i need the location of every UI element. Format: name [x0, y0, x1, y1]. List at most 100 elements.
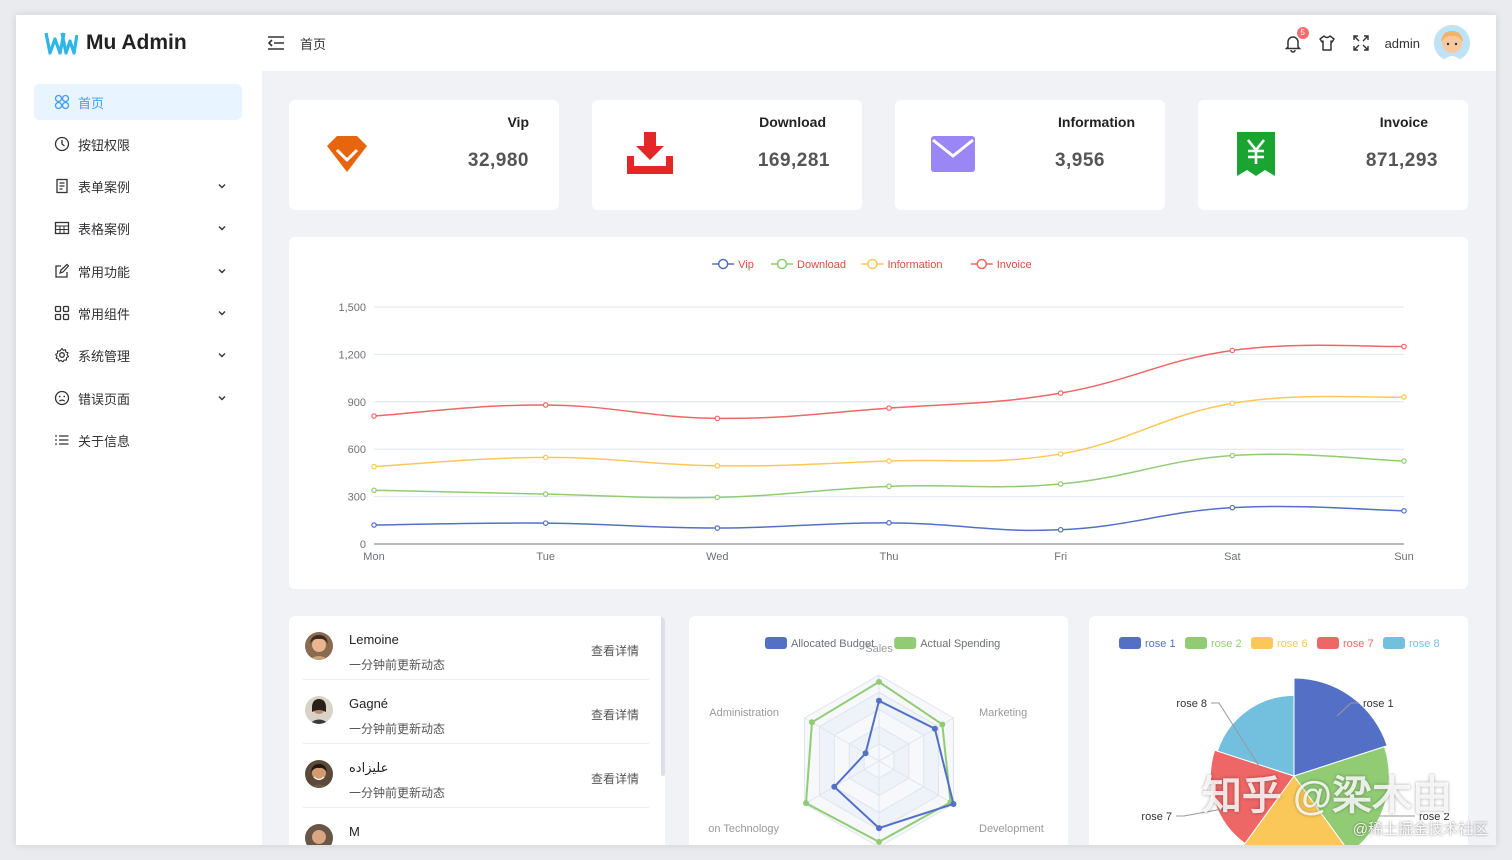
activity-list-card: Lemoine 一分钟前更新动态 查看详情 Gagné 一分钟前更新动态 查看详… — [289, 616, 665, 845]
slice-label: rose 1 — [1363, 698, 1394, 710]
legend-item: Allocated Budget — [765, 637, 874, 650]
view-details-link[interactable]: 查看详情 — [590, 772, 639, 786]
sidebar-item-error-pages[interactable]: 错误页面 — [34, 380, 242, 416]
gem-icon — [327, 136, 367, 172]
legend-label: Actual Spending — [920, 638, 1000, 650]
line-chart: 0 300 600 900 1,200 1,500 Mon Tue Wed Thu Fri Sat Su… — [338, 258, 1414, 563]
sidebar-item-about[interactable]: 关于信息 — [34, 422, 242, 458]
stat-value: 32,980 — [467, 150, 529, 171]
data-point — [714, 415, 721, 422]
x-tick-label: Fri — [1054, 551, 1067, 563]
legend-label: Invoice — [997, 259, 1032, 271]
header-actions: 5 admin — [1283, 15, 1470, 71]
radar-indicator-label: Sales — [865, 643, 893, 655]
menu-collapse-icon[interactable] — [266, 33, 286, 53]
y-tick-label: 600 — [348, 444, 366, 456]
chevron-down-icon — [218, 269, 226, 274]
legend-label: rose 8 — [1409, 638, 1440, 650]
view-details-link[interactable]: 查看详情 — [590, 644, 639, 658]
logo[interactable]: Mu Admin — [44, 29, 244, 57]
data-point — [714, 494, 721, 501]
username[interactable]: admin — [1384, 35, 1420, 51]
tshirt-icon[interactable] — [1317, 33, 1337, 53]
legend-marker — [717, 258, 729, 270]
y-tick-label: 900 — [348, 397, 366, 409]
slice-leader-line — [1176, 805, 1240, 817]
sidebar-item-form[interactable]: 表单案例 — [34, 168, 242, 204]
data-point — [1057, 526, 1064, 533]
list-item: Gagné 一分钟前更新动态 查看详情 — [303, 680, 649, 744]
line-chart-card: 0 300 600 900 1,200 1,500 Mon Tue Wed Thu Fri Sat Su… — [289, 237, 1468, 589]
y-tick-label: 1,200 — [338, 349, 366, 361]
legend-label: rose 6 — [1277, 638, 1308, 650]
radar-point — [950, 801, 957, 807]
stat-card-invoice[interactable]: Invoice 871,293 — [1198, 100, 1468, 210]
sidebar-item-label: 系统管理 — [78, 348, 131, 364]
radar-point — [876, 825, 882, 832]
top-header: Mu Admin 首页 5 admin — [16, 15, 1496, 71]
legend-label: Download — [797, 259, 846, 271]
radar-chart-card: Sales Marketing Development on Technology Ad… — [689, 616, 1068, 845]
list-item-subtitle: 一分钟前更新动态 — [349, 658, 446, 672]
stat-card-vip[interactable]: Vip 32,980 — [289, 100, 559, 210]
chevron-down-icon — [218, 226, 226, 231]
logo-icon — [44, 32, 78, 55]
radar-axis — [804, 760, 880, 805]
data-point — [371, 463, 377, 470]
data-point — [1401, 508, 1407, 514]
x-tick-label: Sat — [1224, 551, 1241, 563]
data-point — [542, 520, 549, 526]
list-item-subtitle: 一分钟前更新动态 — [349, 722, 446, 736]
data-point — [1401, 394, 1407, 400]
scrollbar[interactable] — [661, 616, 665, 776]
data-point — [1057, 481, 1064, 487]
data-point — [542, 402, 549, 408]
sidebar-item-label: 错误页面 — [78, 391, 131, 407]
table-icon — [54, 221, 70, 235]
legend-swatch — [765, 637, 787, 649]
y-tick-label: 0 — [360, 539, 366, 551]
radar-point — [876, 697, 882, 704]
avatar — [305, 696, 333, 724]
sidebar-item-home[interactable]: 首页 — [34, 84, 242, 120]
bell-icon[interactable]: 5 — [1283, 27, 1309, 53]
sidebar-item-label: 关于信息 — [78, 433, 131, 449]
sidebar-item-common-functions[interactable]: 常用功能 — [34, 253, 242, 289]
sidebar-item-table[interactable]: 表格案例 — [34, 210, 242, 246]
legend-item: rose 8 — [1383, 637, 1440, 650]
radar-axis — [878, 760, 954, 805]
list-item: علیزاده 一分钟前更新动态 查看详情 — [303, 744, 649, 808]
sidebar-item-common-components[interactable]: 常用组件 — [34, 295, 242, 331]
sidebar-item-system-management[interactable]: 系统管理 — [34, 337, 242, 373]
stat-card-information[interactable]: Information 3,956 — [895, 100, 1165, 210]
data-point — [1229, 400, 1236, 407]
avatar — [305, 632, 333, 660]
sidebar-item-label: 常用组件 — [78, 306, 131, 322]
data-point — [542, 491, 549, 497]
rose-slice — [1293, 745, 1390, 845]
app-window: Mu Admin 首页 5 admin — [16, 15, 1496, 845]
fullscreen-icon[interactable] — [1351, 33, 1371, 53]
data-point — [371, 413, 377, 419]
avatar[interactable] — [1434, 25, 1470, 61]
chevron-down-icon — [218, 396, 226, 401]
legend-item: rose 7 — [1317, 637, 1374, 650]
x-tick-label: Mon — [363, 551, 384, 563]
stat-value: 3,956 — [1054, 150, 1105, 171]
legend-item: rose 6 — [1251, 637, 1308, 650]
avatar — [305, 760, 333, 788]
radar-indicator-label: Administration — [709, 707, 779, 719]
stat-card-download[interactable]: Download 169,281 — [592, 100, 862, 210]
sidebar-item-button-permission[interactable]: 按钮权限 — [34, 126, 242, 162]
stat-value: 871,293 — [1365, 150, 1438, 171]
view-details-link[interactable]: 查看详情 — [590, 708, 639, 722]
list-item-name: علیزاده — [349, 760, 389, 775]
sidebar-item-label: 按钮权限 — [78, 137, 131, 153]
rose-slice — [1243, 775, 1345, 845]
app-title: Mu Admin — [86, 31, 187, 54]
breadcrumb[interactable]: 首页 — [300, 36, 327, 52]
legend-label: Information — [887, 259, 942, 271]
series-line-vip — [373, 505, 1405, 532]
yuan-icon — [1237, 132, 1275, 176]
rose-slice — [1216, 694, 1295, 777]
